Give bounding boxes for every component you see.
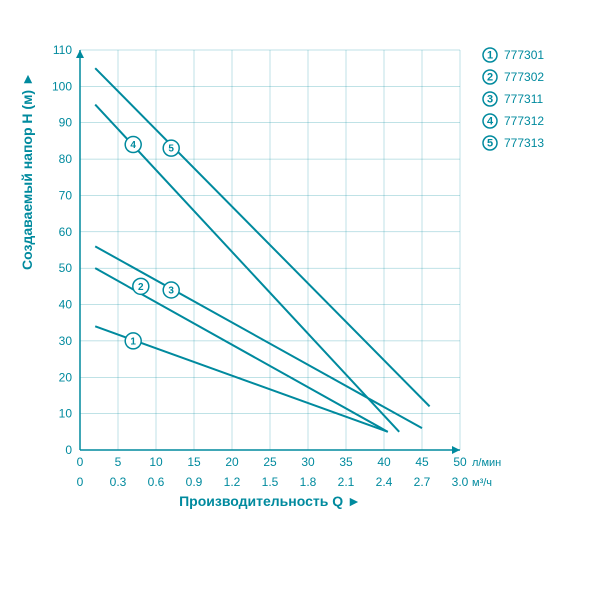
y-tick-label: 50 [59,261,73,275]
pump-performance-chart: 0102030405060708090100110051015202530354… [0,0,600,600]
x-tick-lmin: 35 [339,455,353,469]
y-tick-label: 100 [52,79,72,93]
x-tick-lmin: 10 [149,455,163,469]
x-tick-lmin: 5 [115,455,122,469]
legend-label-3: 777311 [504,92,543,106]
legend-label-5: 777313 [504,136,544,150]
x-tick-m3h: 0.6 [148,475,165,489]
y-tick-label: 60 [59,225,73,239]
legend-num-4: 4 [487,116,494,128]
legend-num-1: 1 [487,50,493,62]
legend-num-2: 2 [487,72,493,84]
x-tick-m3h: 1.5 [262,475,279,489]
y-axis-title: Создаваемый напор H (м) ► [19,72,35,270]
x-tick-lmin: 50 [453,455,467,469]
series-marker-num-4: 4 [130,140,136,151]
y-tick-label: 10 [59,407,73,421]
y-tick-label: 30 [59,334,73,348]
series-marker-num-2: 2 [138,282,144,293]
y-tick-label: 70 [59,188,73,202]
y-tick-label: 40 [59,298,73,312]
x-tick-lmin: 45 [415,455,429,469]
x-tick-lmin: 15 [187,455,201,469]
legend-label-2: 777302 [504,70,544,84]
x-tick-m3h: 0.3 [110,475,127,489]
series-line-3 [95,246,422,428]
x-tick-lmin: 0 [77,455,84,469]
x-tick-lmin: 30 [301,455,315,469]
series-line-5 [95,68,429,406]
x-tick-lmin: 20 [225,455,239,469]
y-arrow [76,50,84,58]
x-tick-lmin: 40 [377,455,391,469]
x-unit-lmin: л/мин [472,457,501,469]
x-tick-m3h: 1.2 [224,475,241,489]
legend-num-3: 3 [487,94,493,106]
x-unit-m3h: м³/ч [472,477,492,489]
y-tick-label: 90 [59,116,73,130]
x-tick-m3h: 2.7 [414,475,431,489]
x-tick-m3h: 0.9 [186,475,203,489]
series-marker-num-3: 3 [168,286,174,297]
x-axis-title: Производительность Q ► [179,493,361,509]
legend-label-1: 777301 [504,48,544,62]
x-tick-lmin: 25 [263,455,277,469]
y-tick-label: 20 [59,370,73,384]
x-tick-m3h: 0 [77,475,84,489]
x-tick-m3h: 1.8 [300,475,317,489]
x-tick-m3h: 2.1 [338,475,355,489]
x-arrow [452,446,460,454]
series-marker-num-5: 5 [168,144,174,155]
y-tick-label: 110 [53,43,72,57]
series-marker-num-1: 1 [130,336,136,347]
y-tick-label: 80 [59,152,73,166]
y-tick-label: 0 [65,443,72,457]
x-tick-m3h: 3.0 [452,475,469,489]
legend-label-4: 777312 [504,114,544,128]
x-tick-m3h: 2.4 [376,475,393,489]
legend-num-5: 5 [487,138,493,150]
